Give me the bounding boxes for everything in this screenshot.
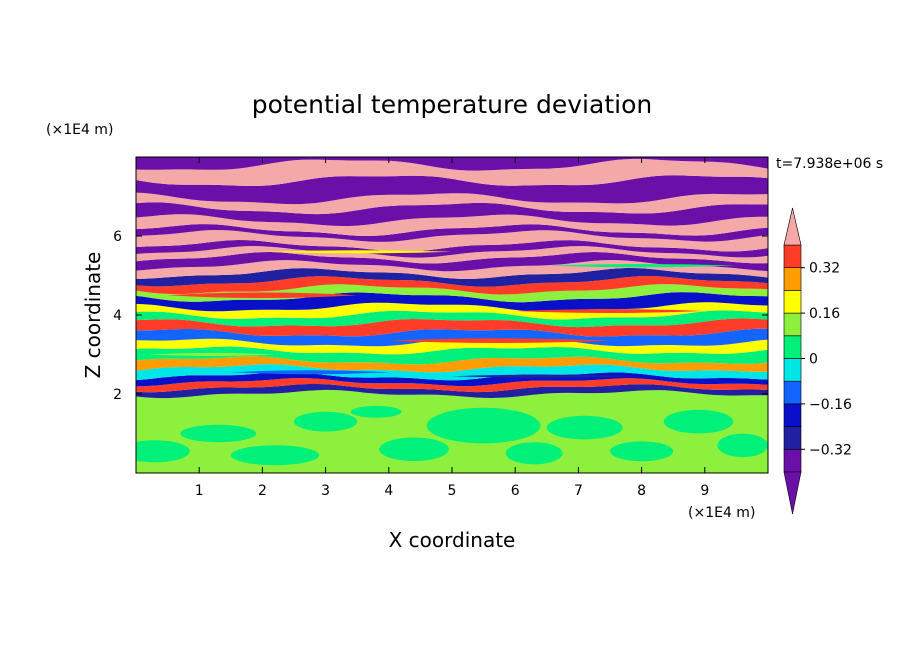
- colorbar-max-arrow: [783, 207, 802, 246]
- contour-band: [136, 214, 768, 236]
- colorbar-swatch: [783, 312, 802, 337]
- contour-streak: [148, 352, 276, 357]
- turbulent-eddy: [180, 424, 257, 443]
- colorbar-swatch: [783, 335, 802, 359]
- colorbar-tick-label: −0.16: [809, 397, 852, 413]
- turbulent-eddy: [610, 441, 674, 462]
- y-tick-label: 4: [113, 308, 122, 324]
- contour-band: [136, 292, 768, 312]
- y-axis: 2 4 6: [113, 229, 768, 403]
- turbulent-eddy: [230, 445, 320, 466]
- x-tick-label: 4: [384, 483, 393, 499]
- colorbar-swatch: [783, 380, 802, 405]
- contour-band: [136, 310, 768, 328]
- x-tick-label: 5: [448, 483, 457, 499]
- contour-band: [136, 384, 768, 399]
- colorbar-tick-label: 0: [809, 352, 818, 368]
- x-tick-label: 8: [637, 483, 646, 499]
- contour-band: [136, 252, 768, 272]
- contour-streak: [515, 309, 705, 314]
- x-tick-label: 6: [511, 483, 520, 499]
- contour-band: [136, 246, 768, 264]
- y-tick-label: 6: [113, 229, 122, 245]
- chart-title: potential temperature deviation: [252, 90, 652, 119]
- turbulent-eddy: [505, 442, 563, 465]
- colorbar-tick-label: 0.16: [809, 306, 840, 322]
- contour-band: [136, 157, 768, 171]
- x-axis: 1 2 3 4 5 6 7 8 9: [195, 157, 709, 499]
- colorbar-swatch: [783, 290, 802, 314]
- turbulent-eddy: [294, 411, 358, 432]
- x-tick-label: 7: [574, 483, 583, 499]
- contour-band: [136, 202, 768, 226]
- colorbar-swatch: [783, 426, 802, 450]
- contour-streak: [546, 264, 737, 268]
- contour-band: [136, 230, 768, 252]
- turbulent-eddy: [379, 437, 449, 462]
- colorbar-tick-label: −0.32: [809, 442, 852, 458]
- x-tick-label: 3: [321, 483, 330, 499]
- colorbar-swatch: [783, 267, 802, 291]
- contour-band: [136, 356, 768, 373]
- colorbar-swatch: [783, 244, 802, 269]
- contour-band: [136, 175, 768, 205]
- contour-band: [136, 338, 768, 355]
- contour-band: [136, 268, 768, 287]
- turbulent-eddy: [663, 409, 734, 434]
- colorbar: 0.32 0.16 0 −0.16 −0.32: [783, 207, 852, 515]
- contour-band: [136, 364, 768, 381]
- colorbar-tick-label: 0.32: [809, 261, 840, 277]
- time-label: t=7.938e+06 s: [776, 156, 883, 172]
- contour-band: [136, 346, 768, 365]
- x-axis-label: X coordinate: [389, 528, 516, 552]
- turbulent-eddy: [546, 415, 623, 440]
- contour-band: [136, 328, 768, 347]
- y-tick-label: 2: [113, 387, 122, 403]
- contour-band: [136, 224, 768, 242]
- x-tick-label: 2: [258, 483, 267, 499]
- colorbar-swatch: [783, 358, 802, 382]
- turbulent-eddy: [350, 405, 402, 418]
- turbulent-eddy: [426, 407, 541, 444]
- contour-band: [136, 158, 768, 186]
- y-axis-label: Z coordinate: [81, 252, 105, 379]
- contour-band: [136, 240, 768, 258]
- contour-detail: [136, 250, 768, 466]
- contour-band: [136, 302, 768, 320]
- contour-streak: [230, 370, 389, 375]
- contour-streak: [452, 374, 642, 378]
- y-unit-label: (×1E4 m): [46, 122, 113, 138]
- contour-band: [136, 318, 768, 337]
- contour-band: [136, 276, 768, 295]
- colorbar-swatch: [783, 403, 802, 427]
- turbulent-eddy: [136, 440, 190, 463]
- contour-streak: [167, 292, 358, 299]
- contour-streak: [262, 250, 452, 254]
- x-tick-label: 1: [195, 483, 204, 499]
- colorbar-min-arrow: [783, 471, 802, 515]
- colorbar-swatch: [783, 448, 802, 473]
- x-unit-label: (×1E4 m): [688, 505, 755, 521]
- contour-band: [136, 192, 768, 215]
- contour-streak: [388, 338, 610, 344]
- contour-band: [136, 378, 768, 393]
- turbulent-eddy: [717, 433, 768, 458]
- x-tick-label: 9: [700, 483, 709, 499]
